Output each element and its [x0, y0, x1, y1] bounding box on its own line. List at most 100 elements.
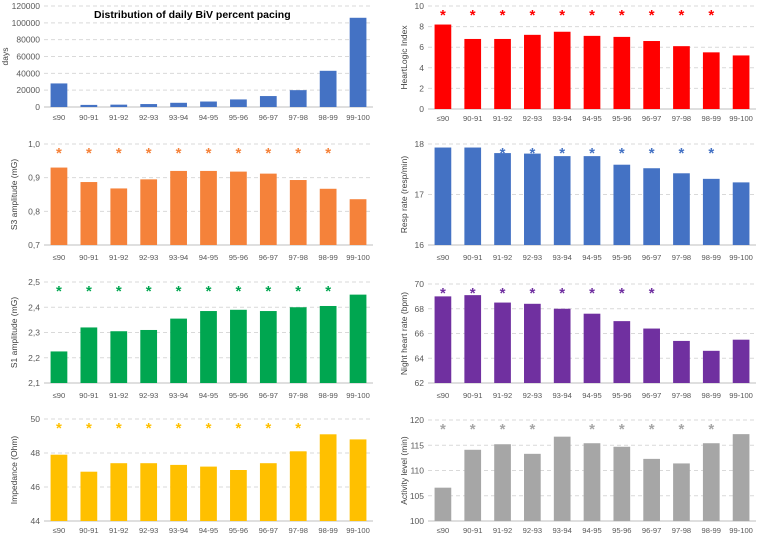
- bar-90-91: [464, 449, 482, 521]
- significance-star: *: [470, 421, 476, 438]
- significance-star: *: [619, 145, 625, 162]
- x-tick-label: 90-91: [79, 526, 98, 535]
- significance-star: *: [619, 285, 625, 302]
- significance-star: *: [529, 285, 535, 302]
- bar-93-94: [170, 170, 187, 245]
- y-tick-label: 2,4: [28, 302, 40, 312]
- x-tick-label: 91-92: [493, 526, 512, 535]
- x-tick-label: 99-100: [729, 253, 753, 262]
- bar-90-91: [80, 104, 98, 107]
- y-tick-label: 46: [31, 482, 41, 492]
- x-tick-label: 95-96: [612, 526, 631, 535]
- significance-star: *: [589, 145, 595, 162]
- x-tick-label: 91-92: [109, 113, 128, 122]
- bar-93-94: [170, 318, 187, 383]
- bar-92-93: [140, 104, 158, 107]
- x-tick-label: 93-94: [552, 391, 571, 400]
- significance-star: *: [649, 421, 655, 438]
- x-tick-label: 96-97: [642, 253, 661, 262]
- bar-99-100: [732, 434, 750, 521]
- bar-95-96: [613, 321, 631, 383]
- chart-resp: 16 17 18 Resp rate (resp/min) ≤90 * 90-91 * 91-9…: [399, 139, 756, 262]
- significance-star: *: [649, 285, 655, 302]
- x-tick-label: 97-98: [289, 526, 308, 535]
- bar-91-92: [110, 188, 128, 245]
- chart-pacing_days: 0 20000 40000 60000 80000 100000 120000 days Dis…: [0, 1, 373, 122]
- significance-star: *: [325, 145, 331, 162]
- x-tick-label: 92-93: [139, 253, 158, 262]
- bar-98-99: [702, 178, 720, 245]
- significance-star: *: [589, 7, 595, 24]
- chart-heartlogic: 0 2 4 6 8 10 HeartLogic Index ≤90 * 90-91 * 91-92 * 9…: [399, 1, 756, 123]
- bar-90-91: [80, 182, 98, 245]
- significance-star: *: [589, 421, 595, 438]
- bar-96-97: [259, 173, 277, 245]
- x-tick-label: 97-98: [672, 253, 691, 262]
- significance-star: *: [146, 145, 152, 162]
- bar-95-96: [230, 99, 247, 107]
- bar-92-93: [140, 329, 158, 383]
- y-tick-label: 62: [415, 378, 425, 388]
- x-tick-label: 90-91: [79, 253, 98, 262]
- y-tick-label: 2: [419, 83, 424, 93]
- chart-s3: 0,7 0,8 0,9 1,0 S3 amplitude (mG) ≤90 * 90-91 * 9…: [9, 139, 373, 262]
- x-tick-label: 96-97: [259, 526, 278, 535]
- y-tick-label: 110: [410, 466, 424, 476]
- significance-star: *: [295, 145, 301, 162]
- significance-star: *: [206, 283, 212, 300]
- bar-98-99: [702, 52, 720, 109]
- significance-star: *: [500, 421, 506, 438]
- x-tick-label: 92-93: [523, 391, 542, 400]
- bar-97-98: [289, 307, 307, 383]
- bar-97-98: [673, 173, 690, 245]
- bar-98-99: [319, 305, 337, 383]
- y-axis-label: S1 amplitude (mG): [9, 297, 19, 368]
- x-tick-label: 91-92: [493, 253, 512, 262]
- significance-star: *: [470, 145, 476, 162]
- y-axis-label: HeartLogic Index: [399, 25, 409, 90]
- y-tick-label: 66: [415, 329, 425, 339]
- chart-impedance: 44 46 48 50 Impedance (Ohm) ≤90 * 90-91 * 91-92 * 9…: [9, 414, 373, 535]
- x-tick-label: 94-95: [199, 391, 218, 400]
- x-tick-label: 92-93: [523, 526, 542, 535]
- bar-97-98: [673, 463, 690, 521]
- bar-99-100: [732, 55, 750, 109]
- bar-93-94: [553, 156, 571, 245]
- chart-activity: 100 105 110 115 120 Activity level (min) ≤90 * 9…: [399, 415, 756, 535]
- bar-97-98: [289, 180, 307, 245]
- y-tick-label: 100000: [12, 18, 41, 28]
- bar-94-95: [200, 101, 217, 107]
- bar-98-99: [319, 70, 337, 107]
- x-tick-label: 92-93: [523, 114, 542, 123]
- significance-star: *: [176, 145, 182, 162]
- x-tick-label: 94-95: [199, 253, 218, 262]
- x-tick-label: 95-96: [612, 391, 631, 400]
- significance-star: *: [559, 285, 565, 302]
- bar-97-98: [289, 451, 307, 521]
- bar-98-99: [702, 350, 720, 383]
- x-tick-label: 95-96: [612, 114, 631, 123]
- bar-92-93: [524, 453, 541, 521]
- bar-96-97: [259, 463, 277, 521]
- x-tick-label: 92-93: [139, 526, 158, 535]
- x-tick-label: 90-91: [79, 391, 98, 400]
- x-tick-label: 91-92: [109, 526, 128, 535]
- bar-≤90: [50, 351, 68, 383]
- bar-96-97: [643, 41, 660, 109]
- bar-99-100: [349, 17, 367, 107]
- significance-star: *: [86, 145, 92, 162]
- bar-96-97: [259, 96, 277, 107]
- x-tick-label: ≤90: [53, 113, 66, 122]
- x-tick-label: 98-99: [702, 253, 721, 262]
- significance-star: *: [529, 7, 535, 24]
- bar-96-97: [643, 458, 660, 521]
- y-tick-label: 105: [410, 491, 424, 501]
- x-tick-label: 95-96: [229, 113, 248, 122]
- x-tick-label: 97-98: [289, 391, 308, 400]
- significance-star: *: [619, 7, 625, 24]
- bar-93-94: [170, 464, 187, 521]
- y-tick-label: 120: [410, 415, 424, 425]
- x-tick-label: 96-97: [642, 114, 661, 123]
- x-tick-label: 93-94: [169, 113, 188, 122]
- bar-98-99: [319, 434, 337, 521]
